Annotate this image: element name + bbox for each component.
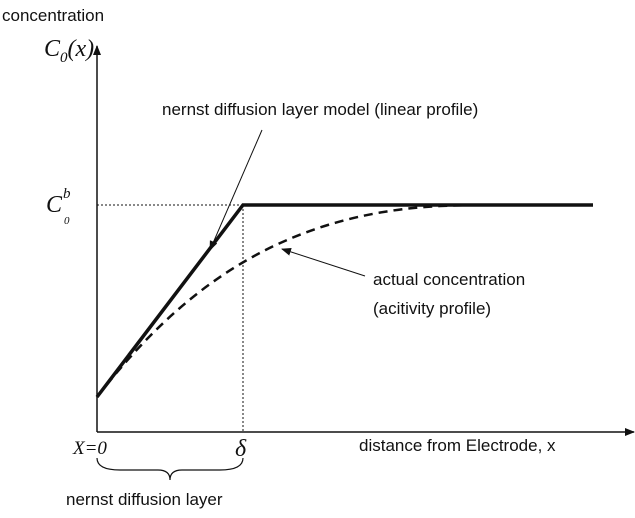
actual-label: (acitivity profile) xyxy=(373,299,491,318)
y-axis-title: concentration xyxy=(2,6,104,25)
origin-label: X=0 xyxy=(72,438,107,459)
layer-brace xyxy=(96,457,244,481)
linear-profile xyxy=(95,203,593,399)
actual-profile xyxy=(96,203,471,398)
layer-label: nernst diffusion layer xyxy=(66,490,223,509)
model-label: nernst diffusion layer model (linear pro… xyxy=(162,100,478,119)
bulk-symbol: Cb 0 xyxy=(46,186,71,227)
actual-label: actual concentration xyxy=(373,270,525,289)
model-pointer xyxy=(209,129,263,251)
delta-label: δ xyxy=(235,436,247,462)
actual-pointer xyxy=(281,247,366,277)
y-axis-symbol: C0(x) xyxy=(44,36,94,66)
x-axis-title: distance from Electrode, x xyxy=(359,436,556,455)
